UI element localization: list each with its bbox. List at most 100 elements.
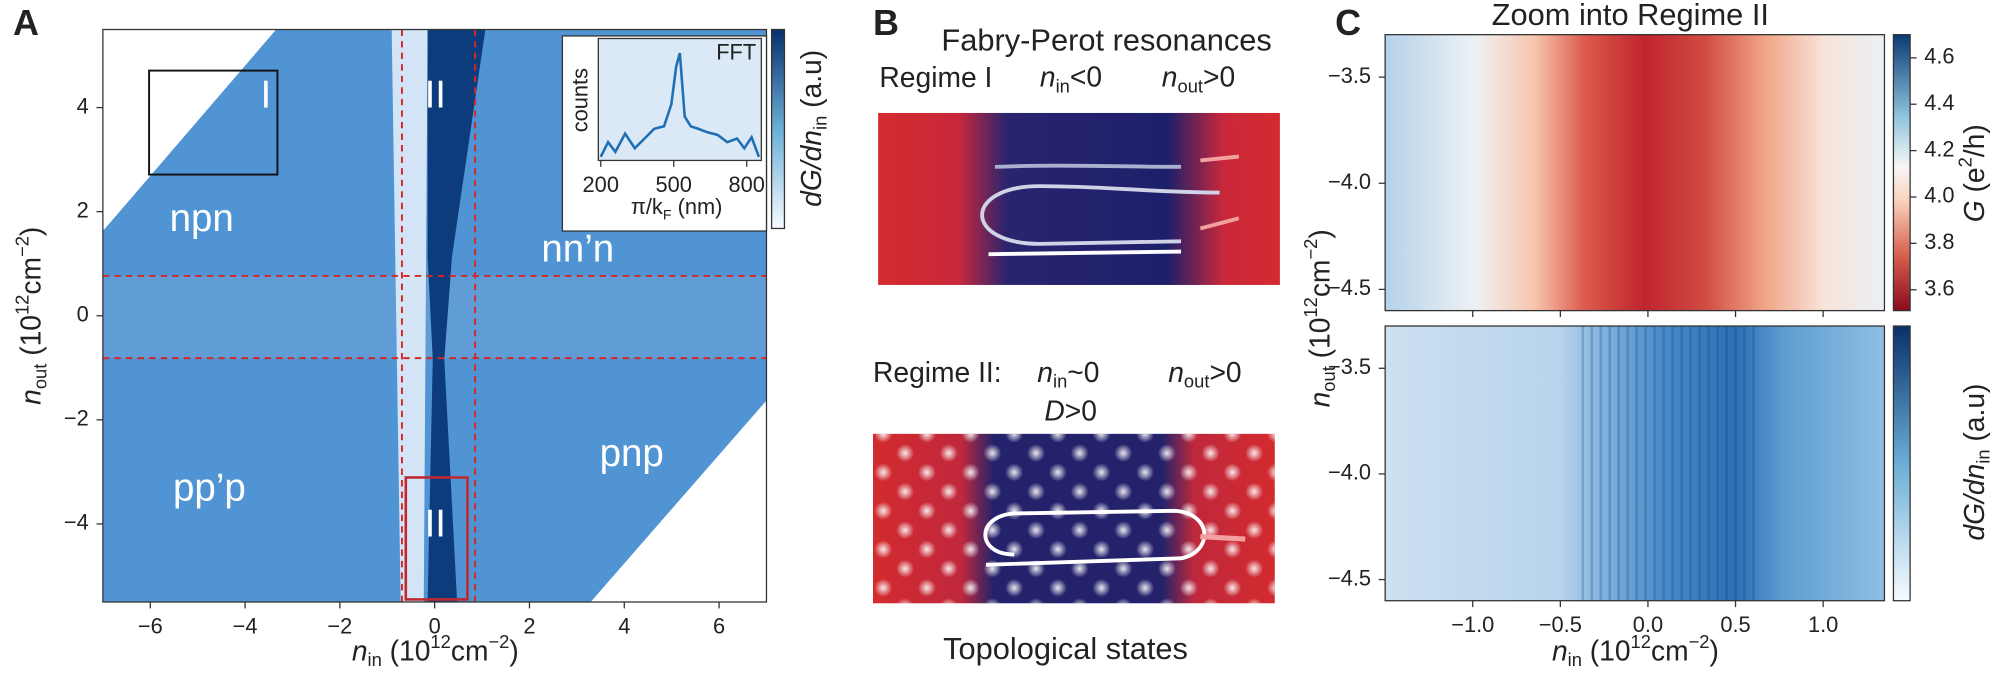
label-part: in <box>1568 649 1582 670</box>
colorbar-label: dG/dnin (a.u) <box>1958 384 1993 541</box>
orbit-arrow <box>1200 537 1245 540</box>
label-part: ) <box>509 635 518 667</box>
x-tick-label: 0.5 <box>1720 612 1750 637</box>
heatmap-stripes <box>1579 326 1759 601</box>
y-tick-label: 0 <box>77 302 89 327</box>
label-part: −2 <box>488 631 509 652</box>
label-part: (a.u) <box>795 50 827 116</box>
regime-condition: nout>0 <box>1168 356 1241 391</box>
label-part: >0 <box>1203 61 1235 93</box>
label-part: −2 <box>1689 631 1710 652</box>
label-part: (10 <box>15 315 47 364</box>
y-tick-label: −4.5 <box>1328 275 1371 300</box>
colorbar <box>772 30 785 229</box>
label-part: n <box>1304 392 1336 408</box>
label-part: out <box>1184 370 1210 391</box>
label-part: n <box>1040 61 1056 93</box>
x-tick-label: 500 <box>656 172 692 197</box>
x-tick-label: 4 <box>618 613 630 638</box>
x-tick-label: 0 <box>429 613 441 638</box>
panel-title: Fabry-Perot resonances <box>941 22 1271 57</box>
label-part: cm <box>451 635 489 667</box>
label-part: ) <box>1710 635 1719 667</box>
x-tick-label: −1.0 <box>1451 612 1494 637</box>
label-part: n <box>1168 356 1184 388</box>
label-part: n <box>15 389 47 405</box>
label-part: <0 <box>1070 61 1102 93</box>
label-part: /h) <box>1958 124 1990 157</box>
panel-title: Zoom into Regime II <box>1492 0 1769 32</box>
label-part: dG/dn <box>795 130 827 207</box>
label-part: 2 <box>1954 157 1975 167</box>
x-tick-label: −4 <box>233 613 258 638</box>
inset-y-label: counts <box>567 68 592 132</box>
label-part: in <box>810 116 831 130</box>
region-label: pnp <box>600 432 664 475</box>
label-part: (10 <box>382 635 431 667</box>
label-part: −2 <box>1300 239 1321 260</box>
label-part: ~0 <box>1067 356 1099 388</box>
regime-label: Regime II: <box>873 356 1002 388</box>
orbit-arrow <box>989 252 1182 255</box>
schematic <box>878 113 1280 285</box>
colorbar <box>1893 35 1910 311</box>
label-part: 12 <box>11 295 32 315</box>
region-label: pp’p <box>173 466 246 509</box>
label-part: n <box>352 635 368 667</box>
y-tick-label: −3.5 <box>1328 354 1371 379</box>
y-axis-label: nout (1012cm−2) <box>11 227 50 405</box>
label-part: ) <box>15 227 47 236</box>
y-tick-label: 4.6 <box>1924 44 1954 69</box>
label-part: >0 <box>1065 395 1097 427</box>
label-part: in <box>1972 449 1993 463</box>
regime-condition: nin~0 <box>1037 356 1099 391</box>
x-tick-label: −6 <box>138 613 163 638</box>
label-part: −2 <box>11 236 32 257</box>
y-axis-label: nout (1012cm−2) <box>1300 229 1339 407</box>
figure: A I II II npn nn’n pp’p pnp FFT counts π… <box>0 0 2013 679</box>
label-part: G <box>1958 200 1990 222</box>
box-label: II <box>425 502 446 545</box>
heatmap <box>1385 35 1884 311</box>
box-label: I <box>261 74 272 117</box>
y-tick-label: −2 <box>64 406 89 431</box>
label-part: n <box>1162 61 1178 93</box>
panel-letter: B <box>873 2 899 43</box>
label-part: cm <box>15 257 47 295</box>
label-part: F <box>663 207 672 223</box>
label-part: π/k <box>631 194 663 219</box>
region-label: npn <box>170 197 234 240</box>
label-part: n <box>1037 356 1053 388</box>
regime-label: Regime I <box>879 61 992 93</box>
label-part: n <box>1552 635 1568 667</box>
label-part: (a.u) <box>1958 384 1990 450</box>
y-tick-label: −4 <box>64 510 89 535</box>
x-tick-label: 1.0 <box>1808 612 1838 637</box>
label-part: (nm) <box>672 194 723 219</box>
orbit-arrow <box>995 166 1181 167</box>
y-tick-label: −3.5 <box>1328 63 1371 88</box>
caption: Topological states <box>943 631 1188 666</box>
y-tick-label: −4.0 <box>1328 460 1371 485</box>
panel-letter: A <box>13 2 39 43</box>
label-part: ) <box>1304 229 1336 238</box>
colorbar-label: dG/dnin (a.u) <box>795 50 830 207</box>
label-part: cm <box>1651 635 1689 667</box>
y-tick-label: 4.2 <box>1924 136 1954 161</box>
page: A I II II npn nn’n pp’p pnp FFT counts π… <box>0 0 2013 679</box>
y-tick-label: 2 <box>77 197 89 222</box>
y-tick-label: 3.8 <box>1924 229 1954 254</box>
regime-condition: nin<0 <box>1040 61 1102 96</box>
x-tick-label: −0.5 <box>1539 612 1582 637</box>
colorbar <box>1893 326 1910 601</box>
label-part: (10 <box>1582 635 1631 667</box>
y-tick-label: −4.0 <box>1328 169 1371 194</box>
y-tick-label: −4.5 <box>1328 565 1371 590</box>
x-tick-label: 0.0 <box>1633 612 1663 637</box>
x-tick-label: 6 <box>713 613 725 638</box>
label-part: in <box>1056 75 1070 96</box>
inset-title: FFT <box>716 40 756 65</box>
colorbar-label: G (e2/h) <box>1954 124 1990 222</box>
label-part: 12 <box>1300 297 1321 317</box>
label-part: out <box>1178 75 1204 96</box>
